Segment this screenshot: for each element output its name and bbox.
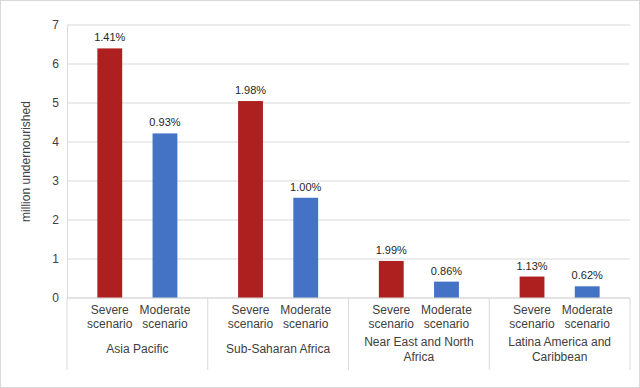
bar-annotation: 0.93% bbox=[149, 116, 180, 128]
series-label: Severescenario bbox=[228, 303, 274, 331]
series-labels: SeverescenarioModeratescenarioSeverescen… bbox=[87, 303, 613, 331]
y-tick-label: 1 bbox=[52, 252, 59, 266]
grid-line bbox=[67, 142, 630, 143]
category-separator bbox=[630, 298, 631, 370]
bar bbox=[238, 101, 263, 298]
y-tick-label: 3 bbox=[52, 174, 59, 188]
bar bbox=[520, 277, 545, 298]
bar bbox=[97, 48, 122, 298]
y-tick-label: 2 bbox=[52, 213, 59, 227]
bar bbox=[575, 286, 600, 298]
bar-annotation: 1.13% bbox=[516, 260, 547, 272]
series-label: Severescenario bbox=[87, 303, 133, 331]
y-tick-label: 5 bbox=[52, 96, 59, 110]
series-label: Severescenario bbox=[509, 303, 555, 331]
category-separator bbox=[67, 298, 68, 370]
bar-annotations: 1.41% 1.98% 1.99% 1.13% 0.93% 1.00% 0.86% 0.62% bbox=[94, 31, 603, 281]
series-label: Severescenario bbox=[369, 303, 415, 331]
chart-container: 0 1 2 3 4 5 6 7 1.41% 1.98% 1.99% 1.13% 0.93% 1.00% 0.… bbox=[0, 0, 640, 388]
chart-border bbox=[1, 1, 640, 388]
y-tick: 7 bbox=[52, 18, 67, 32]
series-label: Moderatescenario bbox=[421, 303, 472, 331]
bar bbox=[379, 261, 404, 298]
bar bbox=[293, 198, 318, 298]
category-label: Asia Pacific bbox=[106, 342, 168, 356]
bar-annotation: 1.41% bbox=[94, 31, 125, 43]
category-separator bbox=[489, 298, 490, 370]
category-separator bbox=[348, 298, 349, 370]
y-tick: 0 bbox=[52, 291, 67, 305]
y-tick-label: 6 bbox=[52, 57, 59, 71]
y-tick: 4 bbox=[52, 135, 67, 149]
grid-line bbox=[67, 181, 630, 182]
y-tick-label: 4 bbox=[52, 135, 59, 149]
category-label: Sub-Saharan Africa bbox=[226, 342, 330, 356]
category-label: Latina America andCaribbean bbox=[508, 335, 611, 364]
grid-line bbox=[67, 25, 630, 26]
series-label: Moderatescenario bbox=[280, 303, 331, 331]
bar bbox=[434, 282, 459, 298]
y-tick: 6 bbox=[52, 57, 67, 71]
bars bbox=[97, 48, 599, 298]
bar-annotation: 0.62% bbox=[572, 269, 603, 281]
y-tick: 3 bbox=[52, 174, 67, 188]
y-axis-title: million undernourished bbox=[19, 101, 33, 222]
grid-line bbox=[67, 103, 630, 104]
category-label: Near East and NorthAfrica bbox=[364, 335, 473, 364]
series-label: Moderatescenario bbox=[562, 303, 613, 331]
y-tick: 5 bbox=[52, 96, 67, 110]
grid-line bbox=[67, 220, 630, 221]
y-tick-label: 7 bbox=[52, 18, 59, 32]
y-tick: 2 bbox=[52, 213, 67, 227]
category-labels: Asia Pacific Sub-Saharan Africa Near East … bbox=[106, 335, 611, 364]
category-separator bbox=[207, 298, 208, 370]
bar-annotation: 0.86% bbox=[431, 265, 462, 277]
bar-annotation: 1.00% bbox=[290, 181, 321, 193]
bar-annotation: 1.98% bbox=[235, 84, 266, 96]
bar-annotation: 1.99% bbox=[376, 244, 407, 256]
plot-area: 0 1 2 3 4 5 6 7 1.41% 1.98% 1.99% 1.13% 0.93% 1.00% 0.… bbox=[52, 18, 630, 370]
y-axis-line bbox=[67, 26, 68, 299]
y-tick: 1 bbox=[52, 252, 67, 266]
grid-line bbox=[67, 64, 630, 65]
grid bbox=[67, 25, 630, 298]
series-label: Moderatescenario bbox=[140, 303, 191, 331]
bar bbox=[153, 133, 178, 298]
chart-svg: 0 1 2 3 4 5 6 7 1.41% 1.98% 1.99% 1.13% 0.93% 1.00% 0.… bbox=[0, 0, 640, 388]
y-axis: 0 1 2 3 4 5 6 7 bbox=[52, 18, 67, 305]
y-tick-label: 0 bbox=[52, 291, 59, 305]
category-separators bbox=[67, 298, 630, 370]
